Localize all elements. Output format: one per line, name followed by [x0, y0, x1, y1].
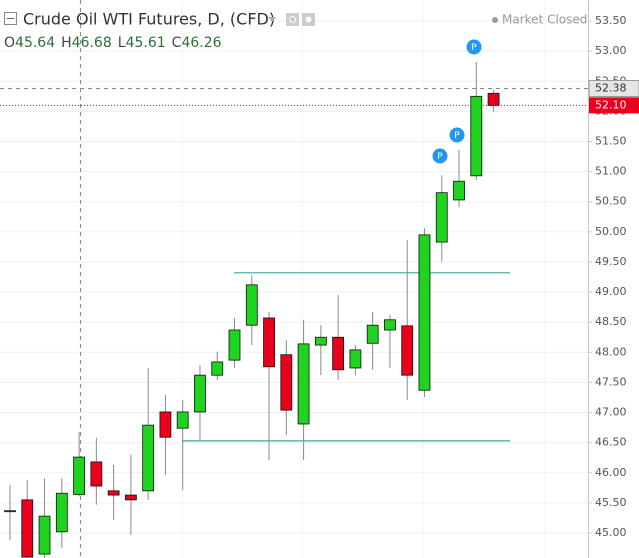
y-tick-label: 50.00	[595, 225, 627, 238]
candle-body	[384, 319, 396, 331]
settings-icon	[305, 16, 312, 23]
candle-body	[297, 343, 310, 425]
candle-body	[176, 411, 189, 429]
event-marker-label[interactable]: P	[471, 43, 477, 53]
event-marker-label[interactable]: P	[454, 131, 460, 141]
candle-body	[332, 336, 345, 371]
candle-body	[211, 361, 224, 376]
y-tick-label: 51.00	[595, 165, 627, 178]
y-tick-label: 48.00	[595, 345, 627, 358]
event-marker	[449, 127, 465, 143]
eye-button[interactable]	[286, 13, 299, 26]
candle-body	[159, 411, 172, 438]
y-tick-label: 49.50	[595, 255, 627, 268]
plot: P P P	[0, 0, 588, 558]
chart-title: Crude Oil WTI Futures, D, (CFD)	[23, 10, 275, 29]
price-axis: 53.5053.0052.5052.0051.5051.0050.5050.00…	[588, 14, 639, 539]
y-tick-label: 53.00	[595, 44, 627, 57]
candle-body	[4, 510, 16, 513]
candle-body	[38, 515, 51, 555]
y-tick-label: 50.50	[595, 195, 627, 208]
legend-header: Crude Oil WTI Futures, D, (CFD) Market C…	[4, 10, 587, 51]
y-tick-label: 48.50	[595, 315, 627, 328]
candle-body	[90, 461, 103, 487]
candle-body	[21, 499, 34, 558]
ohlc-value: 46.68	[72, 35, 112, 51]
ohlc-value: 46.26	[181, 35, 221, 51]
y-tick-label: 47.00	[595, 406, 627, 419]
candle-body	[280, 354, 293, 411]
event-marker	[432, 148, 448, 164]
last-price-box	[589, 97, 639, 114]
dropdown-arrow[interactable]	[268, 17, 276, 22]
y-tick-label: 45.00	[595, 526, 627, 539]
y-tick-label: 46.00	[595, 466, 627, 479]
y-tick-label: 53.50	[595, 14, 627, 27]
candle-body	[487, 92, 500, 106]
status-dot	[492, 17, 498, 23]
ohlc-value: 45.61	[126, 35, 166, 51]
event-marker	[466, 39, 482, 55]
ohlc-letter: H	[61, 35, 72, 51]
market-status: Market Closed	[502, 13, 587, 27]
ohlc-line: O45.64 H46.68 L45.61 C46.26	[4, 35, 222, 51]
y-tick-label: 45.50	[595, 496, 627, 509]
candle-body	[263, 317, 275, 368]
last-price-label: 52.10	[595, 98, 627, 111]
eye-icon	[289, 16, 296, 23]
y-tick-label: 49.00	[595, 285, 627, 298]
y-tick-label: 47.50	[595, 375, 627, 388]
event-marker-label[interactable]: P	[437, 152, 443, 162]
candle-body	[107, 490, 120, 496]
candle-body	[142, 424, 155, 492]
candle-body	[401, 325, 414, 376]
ohlc-value: 45.64	[15, 35, 55, 51]
ohlc-letter: C	[172, 35, 182, 51]
candle-body	[194, 374, 206, 413]
candle-body	[55, 492, 68, 533]
y-tick-label: 51.50	[595, 134, 627, 147]
candle-body	[314, 336, 327, 346]
candle-body	[366, 324, 379, 344]
candle-body	[470, 95, 483, 177]
crosshair-price-label: 52.38	[595, 81, 627, 94]
y-tick-label: 46.50	[595, 436, 627, 449]
candle-body	[228, 329, 241, 361]
ohlc-letter: O	[4, 35, 15, 51]
ohlc-letter: L	[118, 35, 126, 51]
candle-body	[349, 349, 362, 369]
candle-body	[435, 192, 448, 243]
candle-body	[453, 180, 465, 201]
candle-body	[73, 456, 85, 495]
candle-body	[245, 284, 258, 326]
crosshair-price-box	[588, 79, 639, 97]
candle-body	[124, 494, 137, 501]
candle-body	[418, 234, 431, 391]
